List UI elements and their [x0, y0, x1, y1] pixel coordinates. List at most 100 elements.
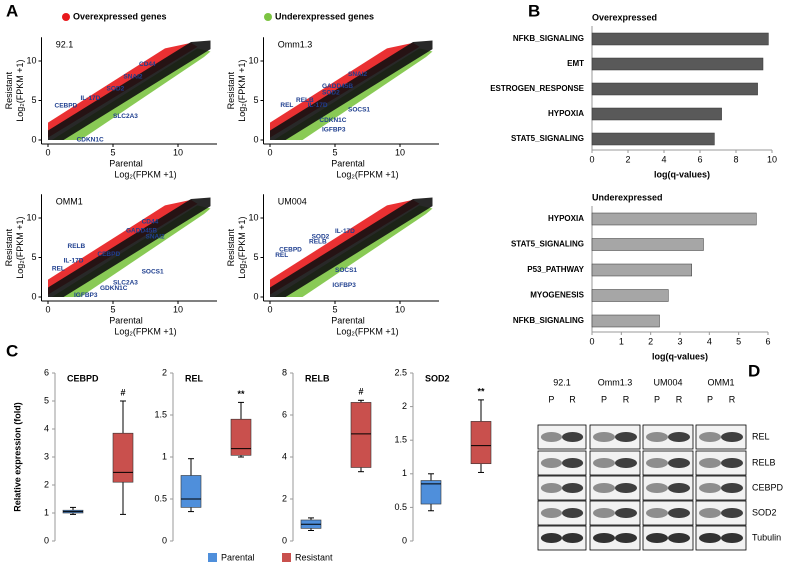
legend-label: Parental [221, 552, 255, 562]
gene-label: CD44 [139, 61, 156, 68]
blot-band [540, 508, 562, 518]
y-tick-label: 5 [44, 395, 49, 405]
x-axis-unit: Log₂(FPKM +1) [336, 169, 398, 179]
blot-band [721, 483, 743, 493]
blot-band [646, 508, 668, 518]
gene-label: CEBPD [279, 246, 302, 253]
blot-band [668, 508, 690, 518]
lane-label: P [654, 394, 660, 404]
blot-band [615, 483, 637, 493]
legend-swatch [208, 553, 217, 562]
significance: ** [237, 389, 245, 399]
y-tick-label: 10 [26, 55, 36, 65]
point-cloud [270, 197, 433, 297]
bar [591, 132, 715, 146]
bar [591, 32, 769, 46]
category-label: STAT5_SIGNALING [511, 240, 584, 249]
y-tick-label: 2.5 [394, 367, 407, 377]
x-tick-label: 10 [173, 304, 183, 314]
y-tick-label: 0 [44, 535, 49, 545]
box [350, 402, 372, 468]
x-tick-label: 5 [110, 304, 115, 314]
y-tick-label: 10 [248, 55, 258, 65]
x-tick-label: 1 [619, 336, 624, 346]
gene-label: RELB [68, 243, 86, 250]
gene-label: IL-17D [308, 102, 328, 109]
blot-band [615, 432, 637, 442]
category-label: HYPOXIA [548, 109, 584, 118]
y-tick-label: 6 [44, 367, 49, 377]
gene-label: SOCS1 [348, 107, 370, 114]
gene-label: CDKN1C [319, 117, 346, 124]
gene-label: GADD45B [126, 227, 157, 234]
x-tick-label: 3 [677, 336, 682, 346]
x-tick-label: 2 [648, 336, 653, 346]
category-label: NFKB_SIGNALING [513, 316, 584, 325]
gene-label: CEBPD [97, 251, 120, 258]
blot-band [593, 508, 615, 518]
blot-band [721, 432, 743, 442]
box [112, 432, 134, 483]
blot-band [699, 508, 721, 518]
y-axis-label: Relative expression (fold) [12, 402, 22, 512]
x-axis-label: Parental [331, 315, 365, 325]
blot-band [593, 458, 615, 468]
x-axis-label: log(q-values) [654, 169, 710, 179]
blot-row-label: Tubulin [752, 532, 781, 542]
blot-band [668, 432, 690, 442]
legend-swatch [264, 13, 272, 21]
category-label: NFKB_SIGNALING [513, 34, 584, 43]
y-tick-label: 2 [44, 479, 49, 489]
bar [591, 238, 704, 251]
blot-band [668, 533, 690, 543]
blot-band [562, 458, 584, 468]
gene-label: RELB [309, 238, 327, 245]
gene-label: REL [52, 265, 65, 272]
gene-label: IL-17D [81, 95, 101, 102]
blot-band [562, 508, 584, 518]
y-axis-label: Resistant [4, 71, 14, 109]
blot-column: 92.1 [553, 377, 571, 387]
gene-label: IL-17D [335, 228, 355, 235]
significance: # [358, 387, 363, 397]
gene-label: RELB [296, 97, 314, 104]
gene-label: SLC2A3 [113, 113, 138, 120]
y-tick-label: 1 [44, 507, 49, 517]
x-axis-label: log(q-values) [652, 351, 708, 361]
bar [591, 314, 660, 328]
blot-band [615, 533, 637, 543]
x-axis-unit: Log₂(FPKM +1) [114, 326, 176, 336]
x-tick-label: 0 [267, 147, 272, 157]
blot-band [646, 483, 668, 493]
x-axis-label: Parental [109, 158, 143, 168]
box [470, 421, 492, 465]
blot-band [593, 432, 615, 442]
y-tick-label: 5 [253, 252, 258, 262]
y-tick-label: 1 [162, 451, 167, 461]
category-label: P53_PATHWAY [527, 265, 584, 274]
blot-band [615, 508, 637, 518]
blot-band [540, 432, 562, 442]
significance: # [120, 387, 125, 397]
lane-label: P [601, 394, 607, 404]
y-axis-unit: Log₂(FPKM +1) [15, 216, 25, 278]
y-tick-label: 3 [44, 451, 49, 461]
blot-band [699, 483, 721, 493]
x-tick-label: 0 [589, 154, 594, 164]
lane-label: P [707, 394, 713, 404]
chart-title: CEBPD [67, 373, 99, 383]
lane-label: R [623, 394, 630, 404]
panel-label: D [748, 361, 760, 380]
legend-label: Underexpressed genes [275, 11, 374, 21]
gene-label: SNAI2 [348, 71, 368, 78]
x-tick-label: 8 [733, 154, 738, 164]
chart-title: REL [185, 373, 204, 383]
x-tick-label: 6 [765, 336, 770, 346]
gene-label: SLC2A3 [113, 279, 138, 286]
blot-band [593, 533, 615, 543]
x-tick-label: 5 [332, 304, 337, 314]
y-tick-label: 0 [31, 134, 36, 144]
gene-label: SOD2 [107, 85, 125, 92]
legend-label: Resistant [295, 552, 333, 562]
bar [591, 107, 722, 121]
